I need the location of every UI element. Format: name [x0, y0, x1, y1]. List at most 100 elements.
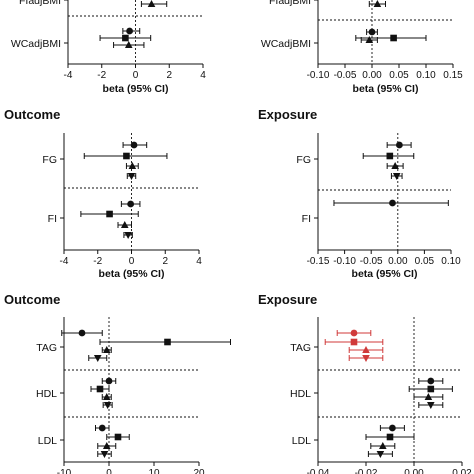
x-tick-label: -4 — [64, 70, 73, 81]
point-estimate-triangle — [379, 442, 387, 449]
x-tick-label: 20 — [193, 468, 205, 474]
point-estimate-circle — [389, 199, 396, 207]
point-estimate-square — [114, 433, 122, 441]
forest-panel-3: Outcome -4 -2 0 2 4 beta (95% CI) FG FI — [4, 107, 202, 280]
category-label: LDL — [38, 435, 57, 447]
x-tick-label: 0.10 — [416, 70, 436, 81]
point-estimate-square — [96, 385, 104, 393]
point-estimate-circle — [350, 329, 358, 337]
point-estimate-circle — [98, 424, 106, 432]
x-tick-label: 0.05 — [389, 70, 409, 81]
x-tick-label: 0 — [133, 70, 139, 81]
x-axis-label: beta (95% CI) — [99, 268, 165, 280]
category-label: HDL — [290, 388, 311, 400]
point-estimate-square — [427, 385, 435, 393]
point-estimate-square — [390, 34, 397, 42]
x-tick-label: -2 — [93, 256, 102, 267]
point-estimate-triangle — [102, 442, 111, 449]
point-estimate-circle — [127, 200, 135, 208]
point-estimate-triangle — [120, 221, 129, 228]
x-tick-label: 0.15 — [443, 70, 463, 81]
forest-panel-1: -4 -2 0 2 4 beta (95% CI) FIadjBMI WCadjBMI — [11, 0, 206, 95]
point-estimate-triangle — [391, 162, 399, 169]
x-tick-label: 2 — [162, 256, 168, 267]
x-axis-label: beta (95% CI) — [103, 83, 169, 95]
point-estimate-circle — [427, 377, 435, 385]
forest-panel-4: Exposure -0.15 -0.10 -0.05 0.00 0.05 0.10 beta … — [258, 107, 461, 280]
forest-panel-5: Outcome -10 0 10 20 TAG HDL LDL — [4, 292, 231, 474]
point-estimate-triangle — [362, 346, 370, 353]
category-label: WCadjBMI — [261, 38, 311, 50]
point-estimate-invtriangle — [362, 355, 370, 362]
category-label: FI — [48, 213, 57, 225]
x-tick-label: 0.05 — [415, 256, 435, 267]
category-label: LDL — [292, 435, 311, 447]
category-label: FG — [296, 154, 311, 166]
x-axis-label: beta (95% CI) — [353, 83, 419, 95]
category-label: FIadjBMI — [269, 0, 311, 7]
category-label: WCadjBMI — [11, 38, 61, 50]
point-estimate-triangle — [102, 393, 111, 400]
point-estimate-circle — [395, 141, 403, 149]
panel-title: Exposure — [258, 292, 317, 307]
x-tick-label: 0.10 — [441, 256, 461, 267]
point-estimate-triangle — [365, 36, 374, 43]
point-estimate-triangle — [128, 162, 137, 169]
x-tick-label: -4 — [60, 256, 69, 267]
x-tick-label: -0.10 — [307, 70, 330, 81]
point-estimate-square — [164, 338, 171, 346]
x-tick-label: 0 — [129, 256, 135, 267]
category-label: FG — [42, 154, 57, 166]
point-estimate-circle — [105, 377, 113, 385]
point-estimate-circle — [130, 141, 138, 149]
point-estimate-square — [122, 34, 129, 42]
x-tick-label: -2 — [97, 70, 106, 81]
x-tick-label: 2 — [166, 70, 172, 81]
point-estimate-triangle — [102, 346, 111, 353]
forest-panel-6: Exposure -0.04 -0.02 0.00 0.02 TAG HDL LDL — [258, 292, 472, 474]
x-tick-label: -0.10 — [333, 256, 356, 267]
x-tick-label: -0.15 — [307, 256, 330, 267]
point-estimate-square — [386, 433, 394, 441]
panel-title: Exposure — [258, 107, 317, 122]
point-estimate-square — [106, 210, 113, 218]
point-estimate-triangle — [147, 0, 156, 7]
category-label: HDL — [36, 388, 57, 400]
point-estimate-invtriangle — [124, 232, 132, 239]
x-tick-label: -0.04 — [307, 468, 330, 474]
point-estimate-circle — [78, 329, 86, 337]
x-tick-label: -0.05 — [360, 256, 383, 267]
point-estimate-invtriangle — [127, 173, 136, 180]
x-tick-label: -10 — [57, 468, 72, 474]
point-estimate-circle — [126, 27, 133, 35]
x-tick-label: 0.02 — [452, 468, 472, 474]
x-tick-label: 0.00 — [362, 70, 382, 81]
point-estimate-triangle — [373, 0, 382, 7]
panel-title: Outcome — [4, 292, 60, 307]
category-label: FI — [302, 213, 311, 225]
category-label: FIadjBMI — [19, 0, 61, 7]
point-estimate-invtriangle — [427, 402, 435, 409]
point-estimate-invtriangle — [93, 355, 102, 362]
x-tick-label: 10 — [148, 468, 160, 474]
x-tick-label: 0.00 — [388, 256, 408, 267]
category-label: TAG — [290, 342, 311, 354]
point-estimate-triangle — [424, 393, 433, 400]
point-estimate-square — [123, 152, 130, 160]
x-tick-label: -0.05 — [334, 70, 357, 81]
x-tick-label: 4 — [200, 70, 206, 81]
point-estimate-invtriangle — [392, 173, 401, 180]
point-estimate-invtriangle — [100, 451, 109, 458]
forest-panel-2: -0.10 -0.05 0.00 0.05 0.10 0.15 beta (95% CI) F… — [261, 0, 463, 95]
x-tick-label: 0 — [106, 468, 112, 474]
x-axis-label: beta (95% CI) — [352, 268, 418, 280]
point-estimate-invtriangle — [103, 402, 112, 409]
point-estimate-circle — [368, 28, 376, 36]
point-estimate-invtriangle — [376, 451, 385, 458]
point-estimate-square — [386, 152, 394, 160]
category-label: TAG — [36, 342, 57, 354]
point-estimate-circle — [389, 424, 396, 432]
x-tick-label: 4 — [196, 256, 202, 267]
point-estimate-triangle — [124, 41, 133, 48]
